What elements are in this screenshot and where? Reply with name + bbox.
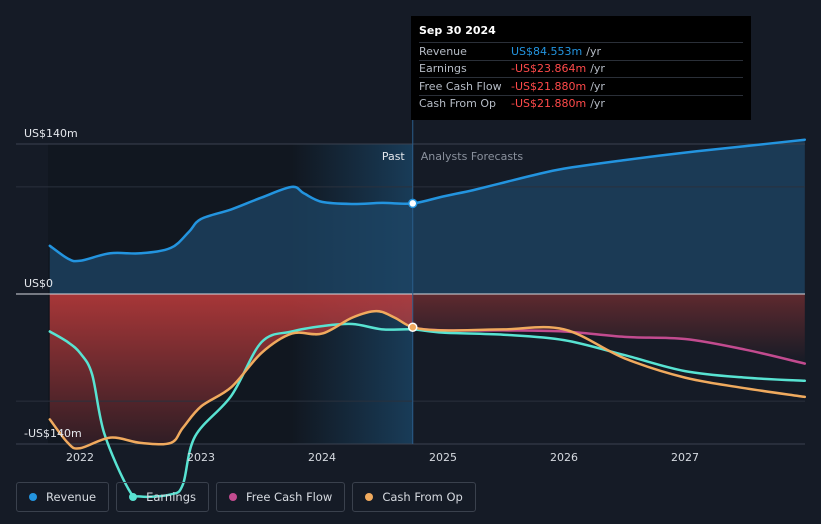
y-tick-label: -US$140m xyxy=(24,427,82,440)
tooltip-value: -US$23.864m xyxy=(511,62,587,76)
tooltip-date: Sep 30 2024 xyxy=(419,24,496,37)
tooltip-unit: /yr xyxy=(590,97,605,111)
tooltip-row-free-cash-flow: Free Cash Flow -US$21.880m/yr xyxy=(419,77,743,95)
tooltip-label: Earnings xyxy=(419,62,467,76)
chart-legend: Revenue Earnings Free Cash Flow Cash From O… xyxy=(16,482,476,512)
legend-dot-icon xyxy=(229,493,237,501)
tooltip-label: Cash From Op xyxy=(419,97,497,111)
x-tick-label: 2022 xyxy=(66,451,94,464)
negative-area-forecast xyxy=(412,294,805,364)
series-line-cash-from-op xyxy=(48,309,807,450)
tooltip-label: Free Cash Flow xyxy=(419,79,502,93)
data-tooltip: Sep 30 2024 Revenue US$84.553m/yr Earnings… xyxy=(411,16,751,120)
y-tick-label: US$140m xyxy=(24,127,78,140)
tooltip-label: Revenue xyxy=(419,44,467,58)
legend-dot-icon xyxy=(129,493,138,501)
tooltip-value: -US$21.880m xyxy=(511,79,587,93)
legend-item-cash-from-op[interactable]: Cash From Op xyxy=(352,482,476,512)
legend-dot-icon xyxy=(29,493,37,501)
legend-item-free-cash-flow[interactable]: Free Cash Flow xyxy=(216,482,346,512)
revenue-area xyxy=(49,139,805,294)
forecast-label: Analysts Forecasts xyxy=(421,150,524,163)
y-tick-label: US$0 xyxy=(24,277,53,290)
tooltip-unit: /yr xyxy=(590,62,605,76)
legend-item-revenue[interactable]: Revenue xyxy=(16,482,110,512)
x-tick-label: 2025 xyxy=(429,451,457,464)
tooltip-value: US$84.553m xyxy=(511,44,583,58)
past-label: Past xyxy=(382,150,406,163)
tooltip-value: -US$21.880m xyxy=(511,97,587,111)
legend-label: Revenue xyxy=(46,490,97,504)
legend-label: Cash From Op xyxy=(382,490,463,504)
tooltip-unit: /yr xyxy=(586,44,601,58)
revenue-marker xyxy=(408,198,418,209)
legend-label: Earnings xyxy=(146,490,196,504)
legend-item-earnings[interactable]: Earnings xyxy=(116,482,209,512)
legend-label: Free Cash Flow xyxy=(246,490,333,504)
x-tick-label: 2024 xyxy=(308,451,336,464)
cash-from-op-marker xyxy=(408,322,418,332)
x-tick-label: 2027 xyxy=(671,451,699,464)
x-tick-label: 2026 xyxy=(550,451,578,464)
tooltip-unit: /yr xyxy=(590,79,605,93)
series-line-revenue xyxy=(48,138,807,263)
tooltip-row-earnings: Earnings -US$23.864m/yr xyxy=(419,59,743,78)
series-line-earnings xyxy=(48,322,807,499)
tooltip-row-cash-from-op: Cash From Op -US$21.880m/yr xyxy=(419,94,743,113)
tooltip-row-revenue: Revenue US$84.553m/yr xyxy=(419,42,743,60)
x-tick-label: 2023 xyxy=(187,451,215,464)
legend-dot-icon xyxy=(365,493,374,501)
